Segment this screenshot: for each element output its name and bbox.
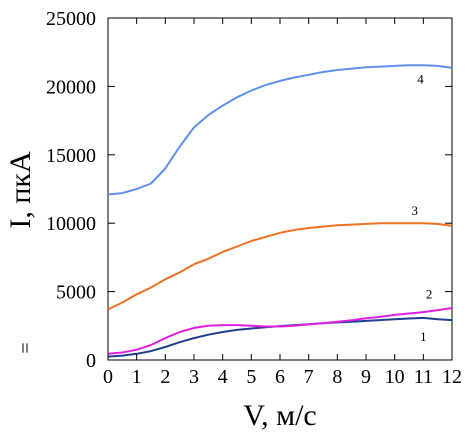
- curves: [107, 64, 453, 358]
- series-line-2: [107, 307, 453, 355]
- x-tick-label: 4: [218, 366, 228, 388]
- series-label-2: 2: [426, 286, 433, 301]
- series-line-4: [107, 64, 453, 196]
- x-tick-label: 1: [132, 366, 142, 388]
- x-tick-label: 7: [304, 366, 314, 388]
- series-label-3: 3: [411, 203, 418, 218]
- y-tick-label: 5000: [56, 282, 96, 304]
- y-axis-label: I, пкА: [4, 151, 37, 229]
- y-tick-label: 0: [86, 350, 96, 372]
- y-ticks: 0 5000 10000 15000 20000 25000: [46, 8, 452, 372]
- x-tick-label: 3: [189, 366, 199, 388]
- x-tick-label: 0: [103, 366, 113, 388]
- x-tick-label: 8: [332, 366, 342, 388]
- series-label-4: 4: [417, 72, 424, 87]
- x-tick-label: 11: [414, 366, 433, 388]
- x-axis-label: V, м/с: [243, 399, 316, 432]
- y-tick-label: 20000: [46, 76, 96, 98]
- x-tick-label: 12: [442, 366, 462, 388]
- y-tick-label: 10000: [46, 213, 96, 235]
- series-line-3: [107, 222, 453, 311]
- x-tick-label: 5: [246, 366, 256, 388]
- series-label-1: 1: [420, 329, 427, 344]
- x-tick-label: 10: [385, 366, 405, 388]
- y-tick-label: 25000: [46, 8, 96, 30]
- stray-mark: =: [15, 342, 37, 353]
- x-tick-label: 9: [361, 366, 371, 388]
- x-ticks: 0 1 2 3 4 5 6 7 8 9 10 11 12: [103, 18, 462, 388]
- series-line-1: [107, 316, 453, 358]
- plot-frame: [107, 17, 453, 361]
- x-tick-label: 2: [160, 366, 170, 388]
- curve-labels: 1 2 3 4: [411, 72, 432, 344]
- y-tick-label: 15000: [46, 145, 96, 167]
- x-tick-label: 6: [275, 366, 285, 388]
